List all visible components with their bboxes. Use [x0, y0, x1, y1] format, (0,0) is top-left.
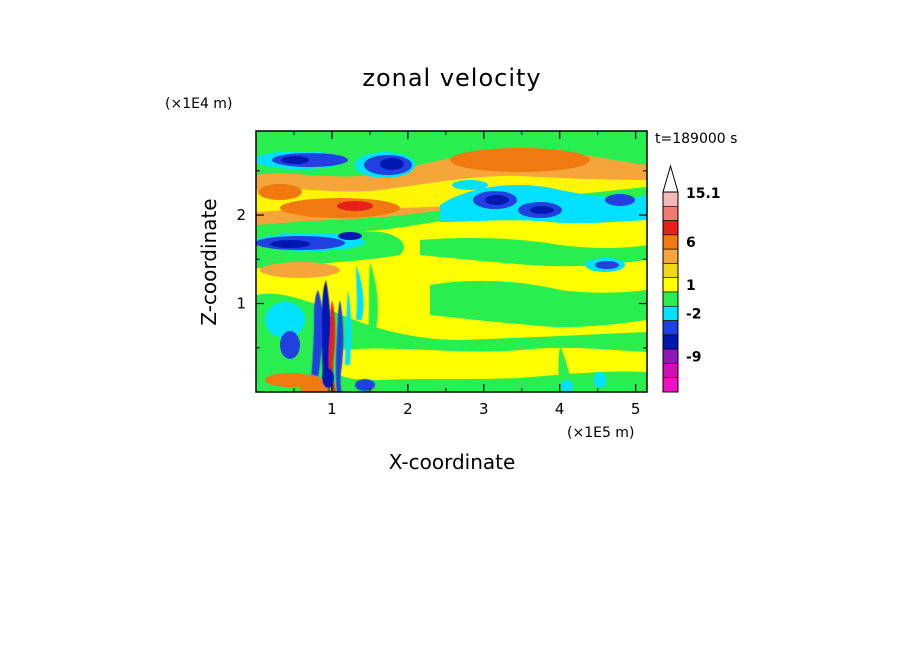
field-blob-cyan-5 — [265, 302, 305, 338]
y-axis-ticks: 12 — [236, 170, 647, 349]
colorbar-segment — [662, 220, 679, 236]
field-patch-green-3 — [558, 345, 574, 392]
colorbar: 15.1 6 1 -2 -9 — [662, 164, 721, 393]
colorbar-segment — [662, 363, 679, 379]
field-blob-orange-4 — [260, 262, 340, 278]
field-blob-cyan-8 — [452, 180, 488, 190]
field-blob-blue-5 — [605, 194, 635, 206]
colorbar-segment — [662, 248, 679, 264]
x-tick-label-3: 3 — [479, 400, 489, 418]
field-blob-red-1 — [337, 201, 373, 211]
field-blob-orange-3 — [258, 184, 302, 200]
y-scale-note: (×1E4 m) — [165, 96, 232, 112]
field-blob-navy-1 — [281, 156, 309, 164]
field-blob-navy-6 — [338, 232, 362, 240]
field-band-yellow-lower — [340, 347, 647, 381]
time-label: t=189000 s — [655, 131, 737, 147]
colorbar-label: 15.1 — [686, 186, 721, 202]
field-blob-navy-3 — [485, 195, 509, 205]
colorbar-label: 1 — [686, 278, 696, 294]
x-axis-ticks: 1 2 3 4 5 — [293, 131, 641, 418]
colorbar-segment — [662, 191, 679, 207]
field-blob-navy-2 — [380, 158, 404, 170]
x-tick-label-5: 5 — [631, 400, 641, 418]
colorbar-segment — [662, 334, 679, 350]
plot-frame — [255, 130, 648, 393]
x-axis-label: X-coordinate — [389, 450, 516, 474]
field-patch-green-1 — [420, 237, 647, 267]
colorbar-segment — [662, 377, 679, 393]
field-blob-blue-8 — [280, 331, 300, 359]
field-blob-cyan-6 — [561, 380, 573, 392]
colorbar-segment — [662, 234, 679, 250]
x-tick-label-1: 1 — [327, 400, 337, 418]
field-blob-navy-5 — [270, 240, 310, 248]
colorbar-segment — [662, 348, 679, 364]
colorbar-label: 6 — [686, 235, 696, 251]
field-blob-orange-1 — [450, 148, 590, 172]
x-scale-note: (×1E5 m) — [567, 425, 634, 441]
colorbar-segment — [662, 320, 679, 336]
colorbar-segment — [662, 305, 679, 321]
y-tick-label-2: 2 — [236, 206, 246, 224]
colorbar-label: -9 — [686, 349, 702, 365]
field-plot — [256, 131, 647, 392]
y-tick-label-1: 1 — [236, 295, 246, 313]
field-patch-green-2 — [430, 280, 647, 328]
colorbar-frame — [662, 191, 679, 393]
colorbar-arrow — [662, 164, 679, 193]
y-axis-label: Z-coordinate — [197, 198, 221, 325]
x-tick-label-4: 4 — [555, 400, 565, 418]
field-blob-blue-7 — [595, 261, 619, 269]
colorbar-label: -2 — [686, 306, 702, 322]
field-blob-navy-4 — [530, 206, 554, 214]
colorbar-segment — [662, 277, 679, 293]
colorbar-segment — [662, 205, 679, 221]
field-waves — [300, 262, 378, 392]
field-blob-cyan-7 — [594, 372, 606, 388]
x-tick-label-2: 2 — [403, 400, 413, 418]
chart-title: zonal velocity — [362, 64, 541, 92]
colorbar-segment — [662, 291, 679, 307]
colorbar-segment — [662, 263, 679, 279]
